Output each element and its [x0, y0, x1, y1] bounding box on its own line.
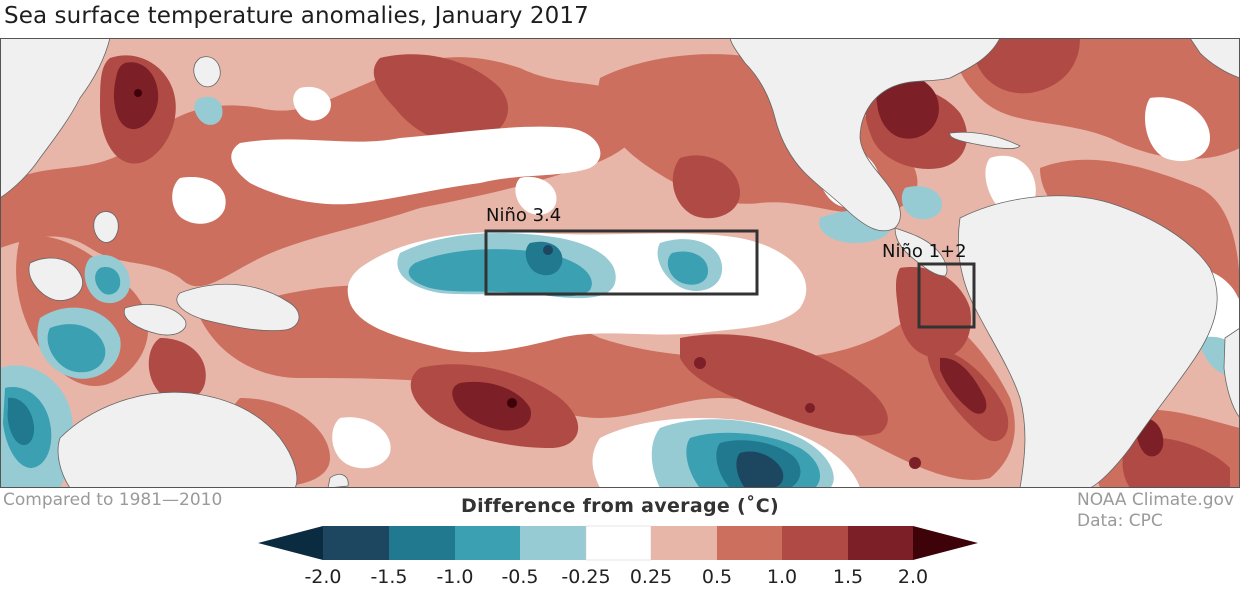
legend-arrow-cold	[258, 526, 323, 560]
legend-tick-label: -1.0	[436, 566, 473, 588]
philippines-landmass	[93, 211, 119, 243]
legend-swatch-6	[651, 526, 717, 560]
legend-swatch-1	[323, 526, 389, 560]
legend-tick-label: 1.5	[833, 566, 863, 588]
legend-arrow-warm	[913, 526, 978, 560]
south-america-landmass	[957, 195, 1218, 488]
land-masses	[0, 38, 1240, 488]
baseline-note: Compared to 1981—2010	[3, 490, 223, 510]
new-zealand-landmass	[327, 473, 349, 488]
caribbean-islands	[949, 131, 1021, 150]
source-line-1: NOAA Climate.gov	[1076, 490, 1234, 510]
nino12-label: Niño 1+2	[882, 241, 967, 262]
new-guinea-landmass	[176, 283, 300, 332]
legend-tick-labels: -2.0 -1.5 -1.0 -0.5 -0.25 0.25 0.5 1.0 1.5 2.0	[304, 566, 928, 588]
legend-title: Difference from average (˚C)	[461, 495, 779, 517]
source-line-2: Data: CPC	[1076, 511, 1163, 531]
map-canvas: Niño 3.4 Niño 1+2	[0, 38, 1240, 488]
legend-tick-label: 2.0	[898, 566, 928, 588]
sulawesi-landmass	[123, 304, 187, 336]
sst-anomaly-map: Niño 3.4 Niño 1+2	[0, 38, 1240, 488]
nino12-box	[917, 262, 976, 329]
nino34-label: Niño 3.4	[486, 205, 561, 226]
legend-tick-label: -2.0	[304, 566, 341, 588]
borneo-landmass	[28, 257, 84, 301]
legend-tick-label: -0.5	[501, 566, 538, 588]
legend-swatch-3	[455, 526, 520, 560]
color-scale-legend: -2.0 -1.5 -1.0 -0.5 -0.25 0.25 0.5 1.0 1.5 2.0	[0, 523, 1240, 590]
legend-tick-label: 1.0	[767, 566, 797, 588]
legend-tick-label: -0.25	[561, 566, 610, 588]
legend-swatch-5	[585, 525, 652, 561]
australia-landmass	[57, 391, 298, 488]
legend-swatch-4	[520, 526, 586, 560]
extreme-warm-spots	[134, 89, 517, 408]
legend-swatch-8	[782, 526, 848, 560]
legend-tick-label: 0.5	[702, 566, 732, 588]
source-credit: NOAA Climate.gov Data: CPC	[1077, 490, 1234, 532]
nino34-box	[484, 229, 759, 296]
legend-swatch-2	[389, 526, 455, 560]
legend-canvas: -2.0 -1.5 -1.0 -0.5 -0.25 0.25 0.5 1.0 1.5 2.0	[258, 525, 978, 588]
japan-landmass	[193, 56, 221, 88]
legend-swatch-7	[717, 526, 782, 560]
legend-swatch-9	[848, 526, 913, 560]
map-title: Sea surface temperature anomalies, Janua…	[4, 3, 589, 29]
very-strong-cool-areas	[543, 245, 784, 488]
legend-tick-label: 0.25	[630, 566, 672, 588]
legend-tick-label: -1.5	[370, 566, 407, 588]
asia-landmass	[0, 38, 111, 199]
